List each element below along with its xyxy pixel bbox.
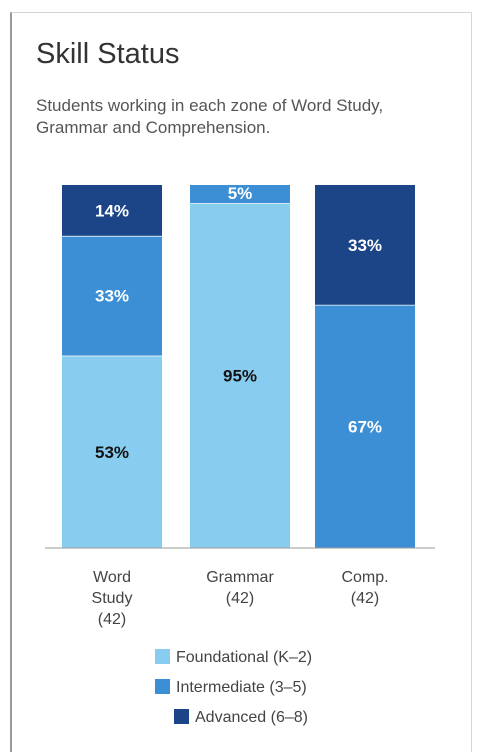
bar-segment xyxy=(62,185,162,236)
bar-segment xyxy=(190,203,290,548)
category-label: (42) xyxy=(226,590,254,607)
category-label: Word xyxy=(93,569,131,586)
data-label: 67% xyxy=(348,417,382,436)
data-label: 5% xyxy=(228,184,253,203)
chart-subtitle: Students working in each zone of Word St… xyxy=(36,96,384,137)
category-label: Grammar xyxy=(206,569,274,586)
data-label: 14% xyxy=(95,201,129,220)
data-label: 33% xyxy=(348,236,382,255)
data-label: 33% xyxy=(95,287,129,306)
legend-swatch xyxy=(155,679,170,694)
chart-title: Skill Status xyxy=(36,38,180,70)
bar-segment xyxy=(62,235,162,356)
data-label: 95% xyxy=(223,367,257,386)
legend-label: Foundational (K–2) xyxy=(176,649,312,666)
bar-segment xyxy=(315,185,415,305)
data-label: 53% xyxy=(95,443,129,462)
legend-label: Intermediate (3–5) xyxy=(176,679,307,696)
category-label: (42) xyxy=(351,590,379,607)
bar-segment xyxy=(315,304,415,548)
bar-segment xyxy=(62,355,162,548)
category-label: (42) xyxy=(98,611,126,628)
legend-swatch xyxy=(155,649,170,664)
category-label: Comp. xyxy=(341,569,388,586)
legend-label: Advanced (6–8) xyxy=(195,709,308,726)
category-label: Study xyxy=(92,590,133,607)
bar-segment xyxy=(190,185,290,204)
legend-swatch xyxy=(174,709,189,724)
